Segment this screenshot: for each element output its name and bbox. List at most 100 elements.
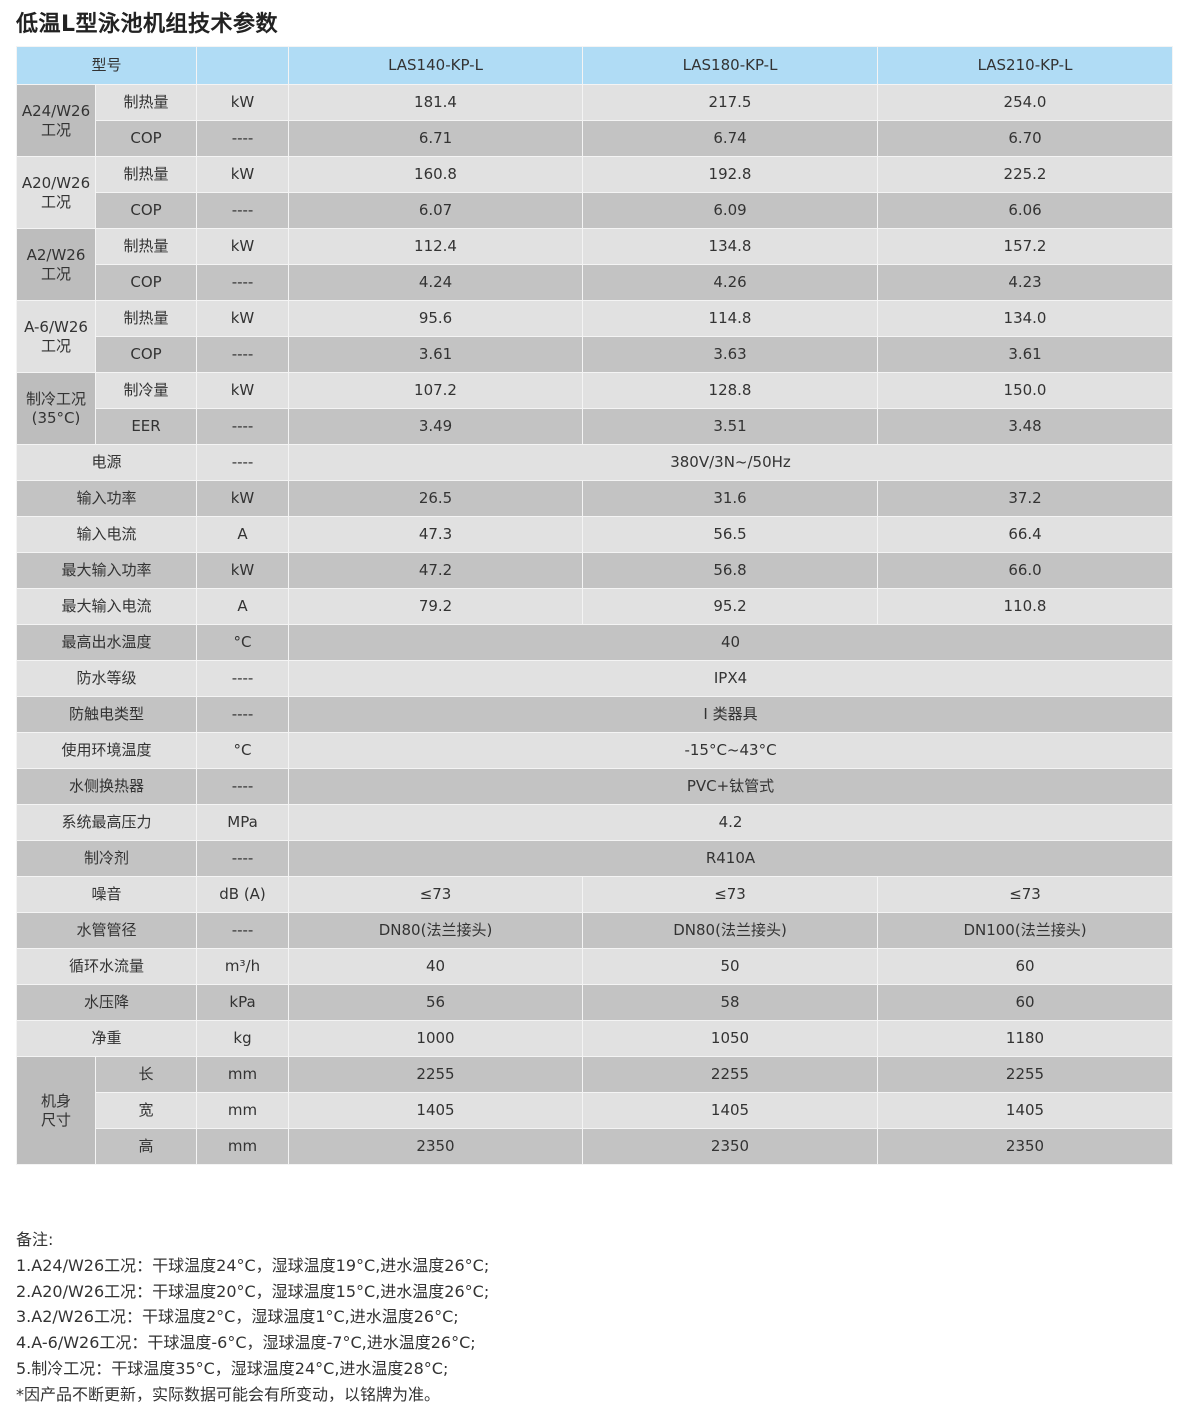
model-header-cell: LAS140-KP-L [288, 46, 584, 85]
notes: 备注: 1.A24/W26工况：干球温度24°C，湿球温度19°C,进水温度26… [16, 1227, 489, 1408]
table-row: 系统最高压力 MPa 4.2 [15, 804, 1174, 841]
group-label-cell: A20/W26 工况 [16, 156, 96, 229]
value-cell: 3.61 [288, 336, 584, 373]
value-cell: 157.2 [877, 228, 1174, 265]
unit-cell: ---- [196, 768, 290, 805]
value-cell: 3.51 [582, 408, 879, 445]
value-cell: 40 [288, 948, 584, 985]
param-cell: 制冷剂 [15, 840, 198, 877]
value-cell: I 类器具 [288, 696, 1174, 733]
value-cell: 1050 [582, 1020, 879, 1057]
param-cell: COP [94, 192, 198, 229]
param-cell: 循环水流量 [15, 948, 198, 985]
value-cell: 47.3 [288, 516, 584, 553]
value-cell: 2255 [877, 1056, 1174, 1093]
note-line: 2.A20/W26工况：干球温度20°C，湿球温度15°C,进水温度26°C; [16, 1281, 490, 1301]
param-cell: 输入功率 [15, 480, 198, 517]
value-cell: 60 [877, 948, 1174, 985]
note-line: *因产品不断更新，实际数据可能会有所变动，以铭牌为准。 [16, 1384, 441, 1404]
value-cell: 31.6 [582, 480, 879, 517]
value-cell: 2350 [582, 1128, 879, 1165]
value-cell: 150.0 [877, 372, 1174, 409]
unit-cell: kW [196, 372, 290, 409]
table-row: EER ---- 3.49 3.51 3.48 [17, 408, 1174, 445]
unit-cell: kW [196, 552, 290, 589]
value-cell: 3.48 [877, 408, 1174, 445]
value-cell: 56.5 [582, 516, 879, 553]
value-cell: 6.70 [877, 120, 1174, 157]
table-row: 最大输入电流 A 79.2 95.2 110.8 [15, 588, 1174, 625]
table-row: 噪音 dB (A) ≤73 ≤73 ≤73 [15, 876, 1174, 913]
value-cell: 181.4 [288, 84, 584, 121]
unit-cell: ---- [196, 264, 290, 301]
value-cell: 380V/3N~/50Hz [288, 444, 1174, 481]
value-cell: 4.24 [288, 264, 584, 301]
model-header-cell: LAS180-KP-L [582, 46, 879, 85]
param-cell: 最大输入电流 [15, 588, 198, 625]
unit-cell: ---- [196, 444, 290, 481]
unit-cell: kW [196, 84, 290, 121]
param-cell: 制热量 [94, 84, 198, 121]
notes-heading: 备注: [16, 1230, 54, 1249]
value-cell: ≤73 [582, 876, 879, 913]
value-cell: 254.0 [877, 84, 1174, 121]
value-cell: 4.26 [582, 264, 879, 301]
table-row: 机身 尺寸长 mm 2255 2255 2255 [16, 1056, 1174, 1165]
table-row: A24/W26 工况 制热量 kW 181.4 217.5 254.0 [16, 84, 1174, 157]
param-cell: 水侧换热器 [15, 768, 198, 805]
table-row: 净重 kg 1000 1050 1180 [15, 1020, 1174, 1057]
value-cell: 134.8 [582, 228, 879, 265]
param-cell: 输入电流 [15, 516, 198, 553]
param-cell: 使用环境温度 [15, 732, 198, 769]
table-row: 最大输入功率 kW 47.2 56.8 66.0 [15, 552, 1174, 589]
page-title: 低温L型泳池机组技术参数 [16, 12, 279, 37]
table-row: A-6/W26 工况 制热量 kW 95.6 114.8 134.0 [16, 300, 1174, 373]
param-cell: COP [94, 120, 198, 157]
unit-cell: ---- [196, 840, 290, 877]
table-body: A24/W26 工况 制热量 kW 181.4 217.5 254.0 COP ---- 6.7… [15, 84, 1174, 1165]
unit-cell: ---- [196, 192, 290, 229]
value-cell: 6.09 [582, 192, 879, 229]
unit-cell: m³/h [196, 948, 290, 985]
value-cell: 114.8 [582, 300, 879, 337]
value-cell: 58 [582, 984, 879, 1021]
unit-cell: ---- [196, 120, 290, 157]
value-cell: 6.74 [582, 120, 879, 157]
unit-cell: kPa [196, 984, 290, 1021]
value-cell: 134.0 [877, 300, 1174, 337]
value-cell: 3.61 [877, 336, 1174, 373]
group-label-cell: A24/W26 工况 [16, 84, 96, 157]
value-cell: 6.07 [288, 192, 584, 229]
value-cell: 26.5 [288, 480, 584, 517]
param-cell: 高 [94, 1128, 198, 1165]
value-cell: 3.49 [288, 408, 584, 445]
unit-cell: kW [196, 228, 290, 265]
value-cell: IPX4 [288, 660, 1174, 697]
param-cell: 制热量 [94, 228, 198, 265]
unit-cell: mm [196, 1092, 290, 1129]
value-cell: PVC+钛管式 [288, 768, 1174, 805]
unit-cell: mm [196, 1128, 290, 1165]
value-cell: 37.2 [877, 480, 1174, 517]
value-cell: 107.2 [288, 372, 584, 409]
value-cell: 60 [877, 984, 1174, 1021]
unit-cell: kW [196, 156, 290, 193]
table-row: 高 mm 2350 2350 2350 [17, 1128, 1174, 1165]
unit-cell: mm [196, 1056, 290, 1093]
table-row: COP ---- 6.07 6.09 6.06 [17, 192, 1174, 229]
table-row: 水管管径 ---- DN80(法兰接头) DN80(法兰接头) DN100(法兰接头) [15, 912, 1174, 949]
param-cell: COP [94, 264, 198, 301]
value-cell: 56.8 [582, 552, 879, 589]
table-row: 制冷工况 (35°C) 制冷量 kW 107.2 128.8 150.0 [16, 372, 1174, 445]
value-cell: 112.4 [288, 228, 584, 265]
param-cell: 宽 [94, 1092, 198, 1129]
table-row: A20/W26 工况 制热量 kW 160.8 192.8 225.2 [16, 156, 1174, 229]
value-cell: 56 [288, 984, 584, 1021]
value-cell: 66.4 [877, 516, 1174, 553]
value-cell: DN100(法兰接头) [877, 912, 1174, 949]
value-cell: 66.0 [877, 552, 1174, 589]
unit-cell: °C [196, 732, 290, 769]
value-cell: 1405 [582, 1092, 879, 1129]
value-cell: 95.6 [288, 300, 584, 337]
value-cell: 1000 [288, 1020, 584, 1057]
